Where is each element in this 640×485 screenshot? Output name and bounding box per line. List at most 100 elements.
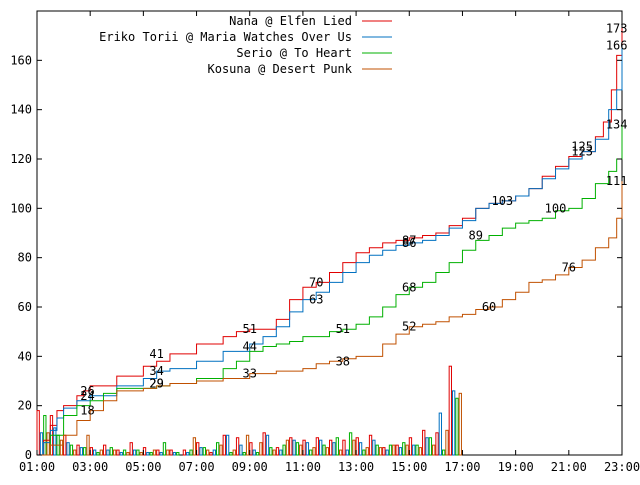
x-tick-label: 01:00 <box>19 460 55 474</box>
bar <box>322 444 326 456</box>
x-tick-label: 05:00 <box>125 460 161 474</box>
bar <box>139 452 143 456</box>
bar <box>415 444 419 456</box>
bar <box>388 444 393 456</box>
bar <box>162 442 167 456</box>
bar <box>345 449 349 456</box>
bar <box>265 434 270 456</box>
bar <box>285 439 290 456</box>
bar <box>219 444 223 456</box>
bar <box>445 429 449 456</box>
bar <box>199 447 203 456</box>
bar <box>99 449 103 456</box>
data-label: 103 <box>491 194 513 208</box>
bar <box>315 437 320 456</box>
bar <box>119 452 123 456</box>
data-label: 26 <box>80 384 94 398</box>
y-tick-label: 140 <box>10 103 32 117</box>
data-label: 166 <box>606 39 628 53</box>
bar <box>76 444 80 456</box>
bar <box>73 449 77 456</box>
bar <box>83 447 87 456</box>
y-tick-label: 40 <box>18 349 32 363</box>
bar <box>235 437 240 456</box>
legend: Nana @ Elfen Lied Eriko Torii @ Maria Wat… <box>99 14 392 76</box>
bar <box>229 452 233 456</box>
data-label: 38 <box>336 354 350 368</box>
data-label: 29 <box>149 376 163 390</box>
x-tick-label: 21:00 <box>551 460 587 474</box>
bar <box>375 444 379 456</box>
bar <box>455 397 459 456</box>
bar <box>96 452 100 456</box>
bar <box>182 449 187 456</box>
data-label: 33 <box>243 367 257 381</box>
data-label: 173 <box>606 21 628 35</box>
bar <box>102 444 107 456</box>
bar <box>259 442 263 456</box>
data-label: 44 <box>243 339 257 353</box>
data-labels-group: 26 41 51 70 87 125 173 24 34 63 86 103 123 166 29 44 51 6… <box>80 21 627 417</box>
bar <box>196 442 200 456</box>
bar <box>269 447 273 456</box>
data-label: 29 <box>149 376 163 390</box>
bar <box>412 444 416 456</box>
bar <box>156 449 160 456</box>
bar <box>352 439 356 456</box>
bar <box>159 452 163 456</box>
bar <box>448 365 452 456</box>
bar <box>382 447 386 456</box>
bar <box>212 449 216 456</box>
bar <box>289 437 293 456</box>
bar <box>245 434 250 456</box>
bar <box>385 449 389 456</box>
data-label: 76 <box>562 261 576 275</box>
x-tick-label: 09:00 <box>232 460 268 474</box>
bar <box>338 449 343 456</box>
data-label: 34 <box>149 364 163 378</box>
y-tick-label: 20 <box>18 399 32 413</box>
bar <box>418 447 423 456</box>
bar <box>458 392 462 456</box>
bar <box>126 452 130 456</box>
x-tick-label: 13:00 <box>338 460 374 474</box>
bar <box>435 432 439 456</box>
bar <box>176 452 180 456</box>
bar <box>405 444 409 456</box>
bar <box>442 449 446 456</box>
y-tick-label: 60 <box>18 300 32 314</box>
data-label: 134 <box>606 117 628 131</box>
x-tick-label: 03:00 <box>72 460 108 474</box>
bar <box>152 449 157 456</box>
bar <box>408 437 413 456</box>
bar <box>422 429 426 456</box>
bar <box>451 390 456 456</box>
bar <box>305 442 310 456</box>
data-label: 89 <box>469 228 483 242</box>
data-label: 68 <box>402 280 416 294</box>
bar <box>122 449 127 456</box>
bar <box>309 449 313 456</box>
bar <box>93 449 97 456</box>
legend-label: Serio @ To Heart <box>236 46 352 60</box>
bar <box>292 439 296 456</box>
bar <box>79 447 84 456</box>
bar <box>69 444 74 456</box>
bar <box>295 442 300 456</box>
data-label: 100 <box>545 201 567 215</box>
data-label: 51 <box>336 322 350 336</box>
y-tick-label: 80 <box>18 251 32 265</box>
data-label: 70 <box>309 275 323 289</box>
bar <box>335 437 339 456</box>
bar <box>342 439 346 456</box>
data-label: 87 <box>402 233 416 247</box>
bar <box>368 434 373 456</box>
data-label: 125 <box>571 140 593 154</box>
series-line <box>37 45 623 456</box>
bar <box>348 432 353 456</box>
bar <box>272 449 276 456</box>
bar <box>362 449 366 456</box>
data-label: 60 <box>482 300 496 314</box>
bar <box>282 444 286 456</box>
